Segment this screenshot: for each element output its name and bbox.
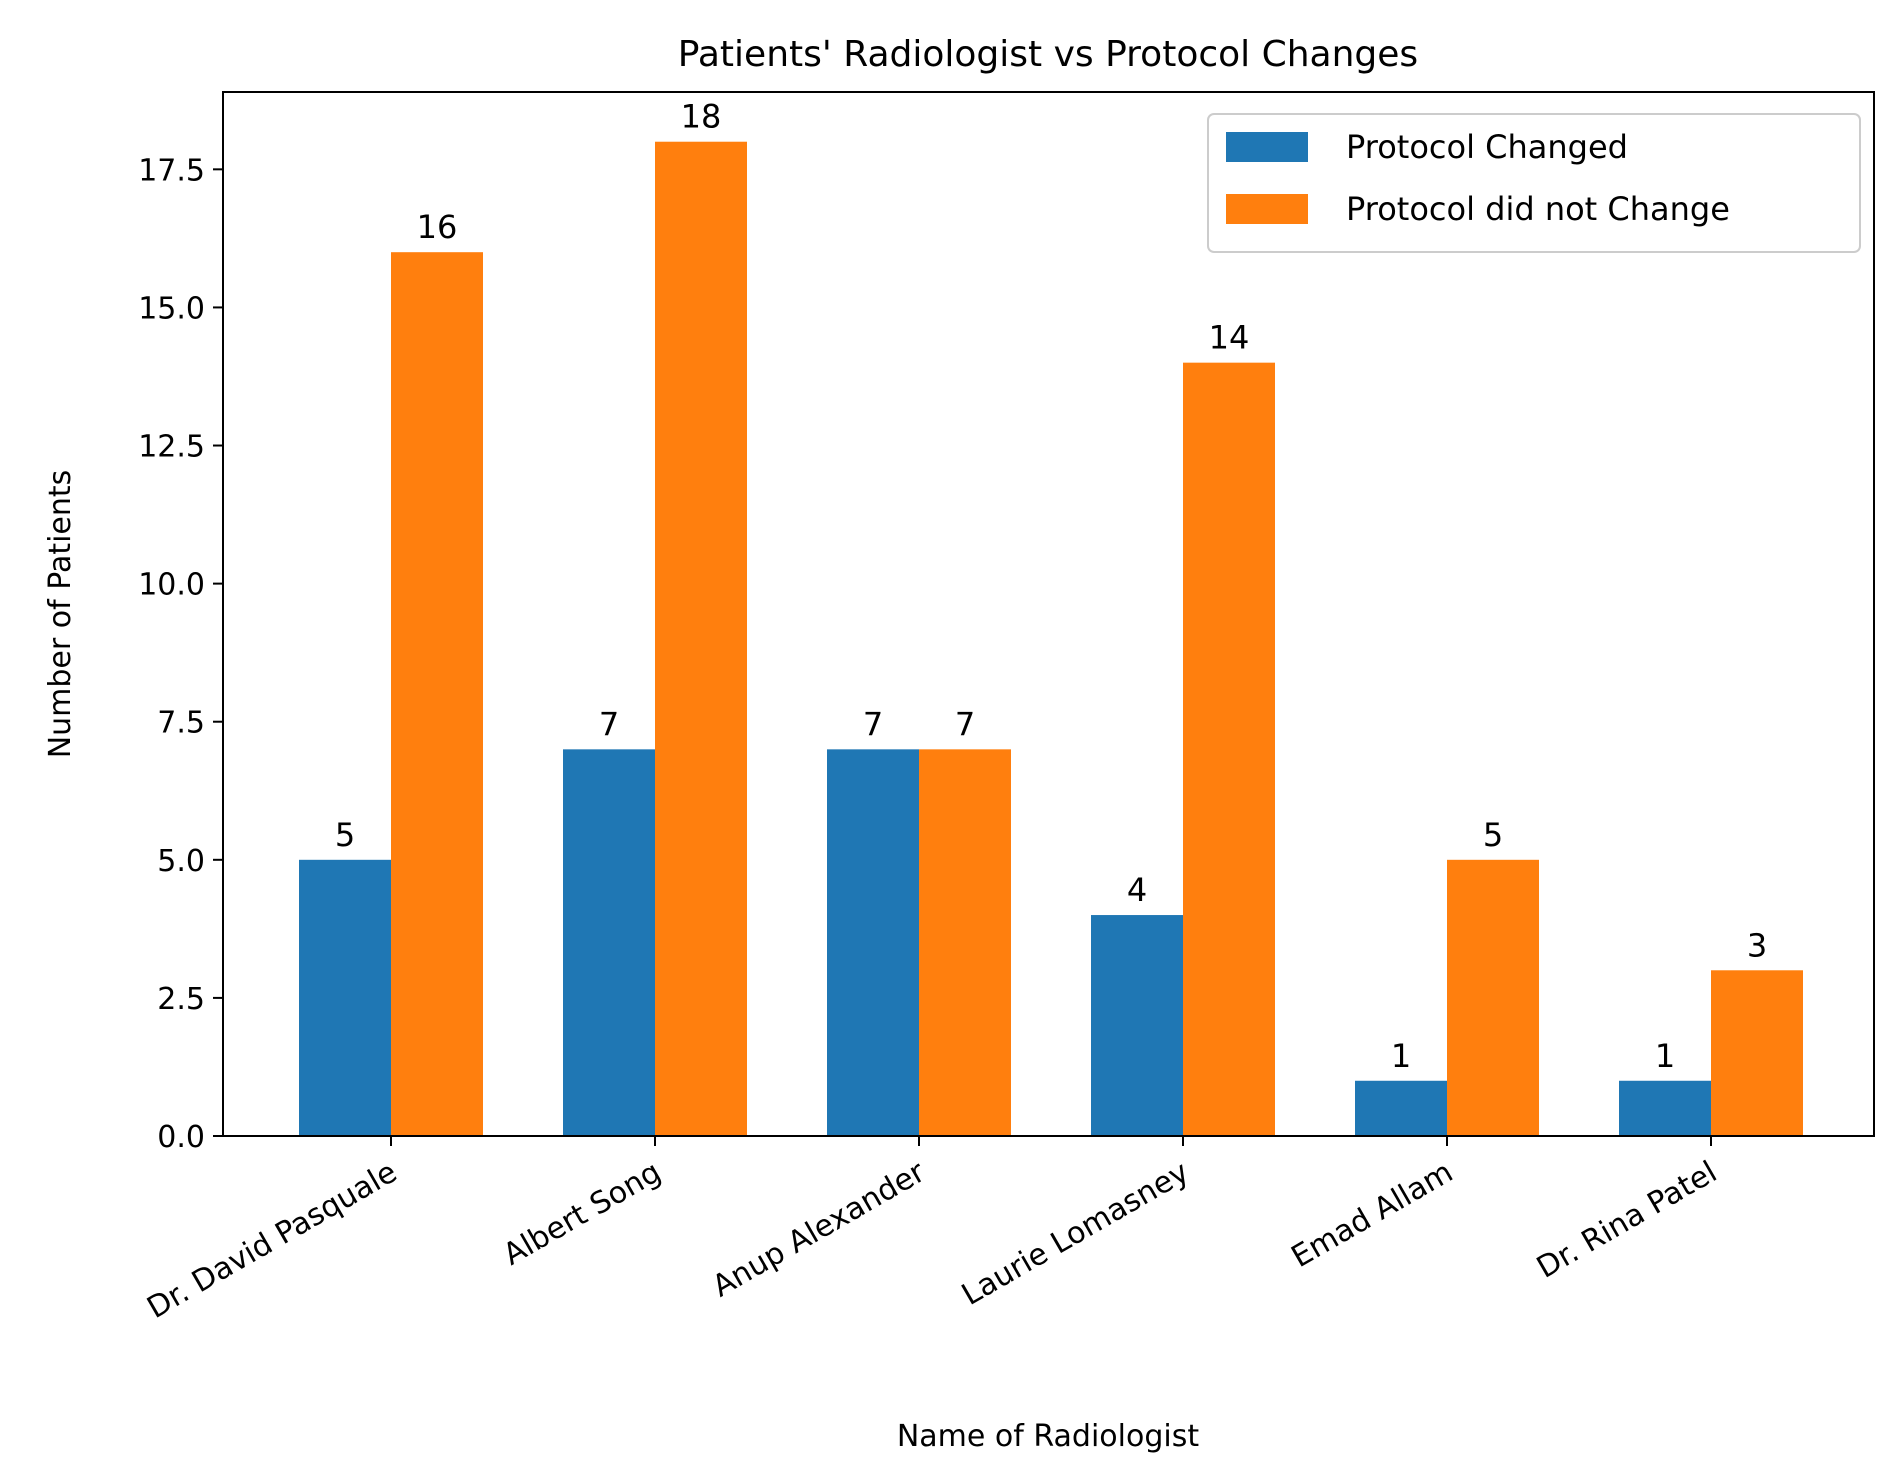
x-tick-label: Emad Allam [1286,1155,1459,1275]
bar-labels-group: 5 7 7 4 1 1 16 18 7 14 5 3 [335,98,1767,1075]
y-tick-label: 10.0 [138,568,205,603]
bar-value-label: 14 [1209,319,1250,357]
y-tick-label: 0.0 [157,1120,205,1155]
bar-protocol-changed-4 [1355,1080,1447,1136]
x-tick-label: Laurie Lomasney [956,1155,1195,1313]
legend-label: Protocol did not Change [1346,190,1730,228]
y-tick-label: 17.5 [138,153,205,188]
plot-frame [222,91,1875,1137]
y-tick-label: 15.0 [138,291,205,326]
bar-value-label: 7 [955,705,975,743]
y-tick-label: 5.0 [157,844,205,879]
legend-swatch [1226,132,1308,162]
y-tick-label: 7.5 [157,706,205,741]
x-axis: Dr. David Pasquale Albert Song Anup Alexan… [141,1136,1723,1326]
bar-protocol-changed-2 [827,749,919,1136]
bar-protocol-not-changed-4 [1447,859,1539,1136]
bar-protocol-not-changed-1 [655,141,747,1136]
bar-protocol-not-changed-5 [1711,970,1803,1136]
bar-value-label: 7 [599,705,619,743]
legend-swatch [1226,194,1308,224]
x-tick-label: Dr. David Pasquale [141,1155,403,1326]
bar-value-label: 16 [417,208,458,246]
bar-protocol-not-changed-0 [391,252,483,1136]
x-tick-label: Albert Song [498,1155,667,1273]
bar-protocol-changed-1 [563,749,655,1136]
y-tick-label: 2.5 [157,982,205,1017]
bar-value-label: 5 [335,816,355,854]
legend-box [1207,113,1861,253]
y-axis-label: Number of Patients [43,470,78,759]
bar-protocol-not-changed-2 [919,749,1011,1136]
x-tick-label: Dr. Rina Patel [1531,1155,1723,1286]
bar-protocol-not-changed-3 [1183,362,1275,1137]
y-tick-label: 12.5 [138,430,205,465]
bar-value-label: 5 [1483,816,1503,854]
y-axis: 0.0 2.5 5.0 7.5 10.0 12.5 15.0 17.5 [138,153,223,1155]
bar-value-label: 18 [681,98,722,136]
bar-value-label: 1 [1655,1037,1675,1075]
bar-value-label: 1 [1391,1037,1411,1075]
bar-value-label: 7 [863,705,883,743]
bars-group [299,141,1803,1137]
x-axis-label: Name of Radiologist [897,1419,1199,1454]
legend: Protocol Changed Protocol did not Change [1207,113,1861,253]
bar-protocol-changed-3 [1091,915,1183,1136]
bar-protocol-changed-0 [299,859,391,1136]
x-tick-label: Anup Alexander [707,1154,932,1304]
chart-title: Patients' Radiologist vs Protocol Change… [678,34,1418,75]
legend-label: Protocol Changed [1346,128,1628,166]
bar-value-label: 4 [1127,871,1147,909]
bar-value-label: 3 [1747,926,1767,964]
bar-protocol-changed-5 [1619,1080,1711,1136]
